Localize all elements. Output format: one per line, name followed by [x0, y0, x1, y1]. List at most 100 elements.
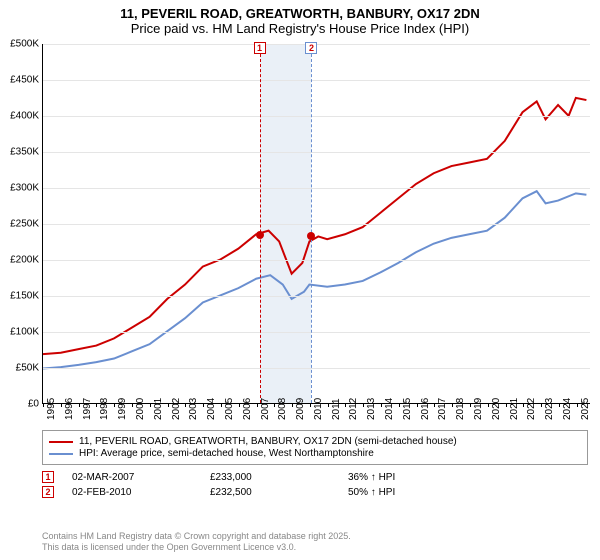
x-tick [257, 403, 258, 407]
x-tick [292, 403, 293, 407]
x-tick [399, 403, 400, 407]
sale-price: £232,500 [210, 487, 330, 498]
x-tick [328, 403, 329, 407]
y-axis-label: £350K [1, 147, 39, 158]
x-axis-label: 2003 [188, 398, 199, 420]
legend-label: HPI: Average price, semi-detached house,… [79, 448, 374, 459]
y-gridline [43, 260, 590, 261]
legend-label: 11, PEVERIL ROAD, GREATWORTH, BANBURY, O… [79, 436, 457, 447]
x-tick [310, 403, 311, 407]
sales-list: 102-MAR-2007£233,00036% ↑ HPI202-FEB-201… [42, 471, 588, 498]
x-tick [345, 403, 346, 407]
y-axis-label: £250K [1, 219, 39, 230]
y-gridline [43, 116, 590, 117]
sale-row-marker: 1 [42, 471, 54, 483]
x-axis-label: 2000 [135, 398, 146, 420]
title-line2: Price paid vs. HM Land Registry's House … [0, 21, 600, 36]
x-axis-label: 2017 [437, 398, 448, 420]
x-axis-label: 2018 [455, 398, 466, 420]
x-tick [559, 403, 560, 407]
x-axis-label: 2005 [224, 398, 235, 420]
x-axis-label: 2022 [526, 398, 537, 420]
sale-row: 2 02-FEB-2010 £232,500 50% ↑ HPI [42, 486, 588, 498]
x-axis-label: 2009 [295, 398, 306, 420]
legend-box: 11, PEVERIL ROAD, GREATWORTH, BANBURY, O… [42, 430, 588, 465]
sale-date: 02-FEB-2010 [72, 487, 192, 498]
sale-row: 102-MAR-2007£233,00036% ↑ HPI [42, 471, 588, 483]
x-tick [452, 403, 453, 407]
x-tick [506, 403, 507, 407]
y-axis-label: £450K [1, 75, 39, 86]
y-axis-label: £100K [1, 327, 39, 338]
legend-swatch [49, 441, 73, 443]
series-line [43, 191, 586, 368]
sale-note: 36% ↑ HPI [348, 472, 468, 483]
x-tick [96, 403, 97, 407]
x-tick [221, 403, 222, 407]
footer-attribution: Contains HM Land Registry data © Crown c… [42, 531, 351, 554]
x-tick [470, 403, 471, 407]
x-axis-label: 1995 [46, 398, 57, 420]
y-gridline [43, 152, 590, 153]
x-tick [417, 403, 418, 407]
sale-point [256, 231, 264, 239]
x-tick [114, 403, 115, 407]
x-axis-label: 2006 [242, 398, 253, 420]
x-axis-label: 1997 [82, 398, 93, 420]
title-block: 11, PEVERIL ROAD, GREATWORTH, BANBURY, O… [0, 0, 600, 40]
y-axis-label: £300K [1, 183, 39, 194]
x-axis-label: 2001 [153, 398, 164, 420]
series-line [43, 98, 586, 354]
sale-marker-box: 2 [305, 42, 317, 54]
x-tick [185, 403, 186, 407]
x-axis-label: 2004 [206, 398, 217, 420]
x-axis-label: 2007 [260, 398, 271, 420]
y-gridline [43, 368, 590, 369]
y-axis-label: £150K [1, 291, 39, 302]
x-tick [61, 403, 62, 407]
sale-marker-line [260, 44, 261, 403]
x-axis-label: 1998 [99, 398, 110, 420]
x-axis-label: 2010 [313, 398, 324, 420]
x-tick [381, 403, 382, 407]
chart-plot-area: £0£50K£100K£150K£200K£250K£300K£350K£400… [42, 44, 590, 404]
chart-container: 11, PEVERIL ROAD, GREATWORTH, BANBURY, O… [0, 0, 600, 560]
x-tick [523, 403, 524, 407]
x-axis-label: 2021 [509, 398, 520, 420]
x-tick [577, 403, 578, 407]
x-tick [434, 403, 435, 407]
x-axis-label: 2023 [544, 398, 555, 420]
x-axis-label: 2025 [580, 398, 591, 420]
sale-note: 50% ↑ HPI [348, 487, 468, 498]
x-tick [150, 403, 151, 407]
x-tick [239, 403, 240, 407]
x-axis-label: 2011 [331, 398, 342, 420]
sale-point [307, 232, 315, 240]
y-axis-label: £50K [1, 363, 39, 374]
legend-row: HPI: Average price, semi-detached house,… [49, 448, 581, 459]
x-axis-label: 2019 [473, 398, 484, 420]
x-tick [43, 403, 44, 407]
sale-row-marker: 2 [42, 486, 54, 498]
x-tick [363, 403, 364, 407]
footer-line1: Contains HM Land Registry data © Crown c… [42, 531, 351, 543]
x-tick [203, 403, 204, 407]
x-tick [79, 403, 80, 407]
y-axis-label: £0 [1, 399, 39, 410]
sale-marker-line [311, 44, 312, 403]
x-tick [488, 403, 489, 407]
x-axis-label: 2020 [491, 398, 502, 420]
y-axis-label: £400K [1, 111, 39, 122]
x-axis-label: 1999 [117, 398, 128, 420]
y-gridline [43, 188, 590, 189]
y-gridline [43, 296, 590, 297]
y-gridline [43, 224, 590, 225]
legend-swatch [49, 453, 73, 455]
x-axis-label: 2024 [562, 398, 573, 420]
x-axis-label: 2016 [420, 398, 431, 420]
x-axis-label: 1996 [64, 398, 75, 420]
sale-price: £233,000 [210, 472, 330, 483]
x-axis-label: 2008 [277, 398, 288, 420]
sale-marker-box: 1 [254, 42, 266, 54]
x-tick [168, 403, 169, 407]
